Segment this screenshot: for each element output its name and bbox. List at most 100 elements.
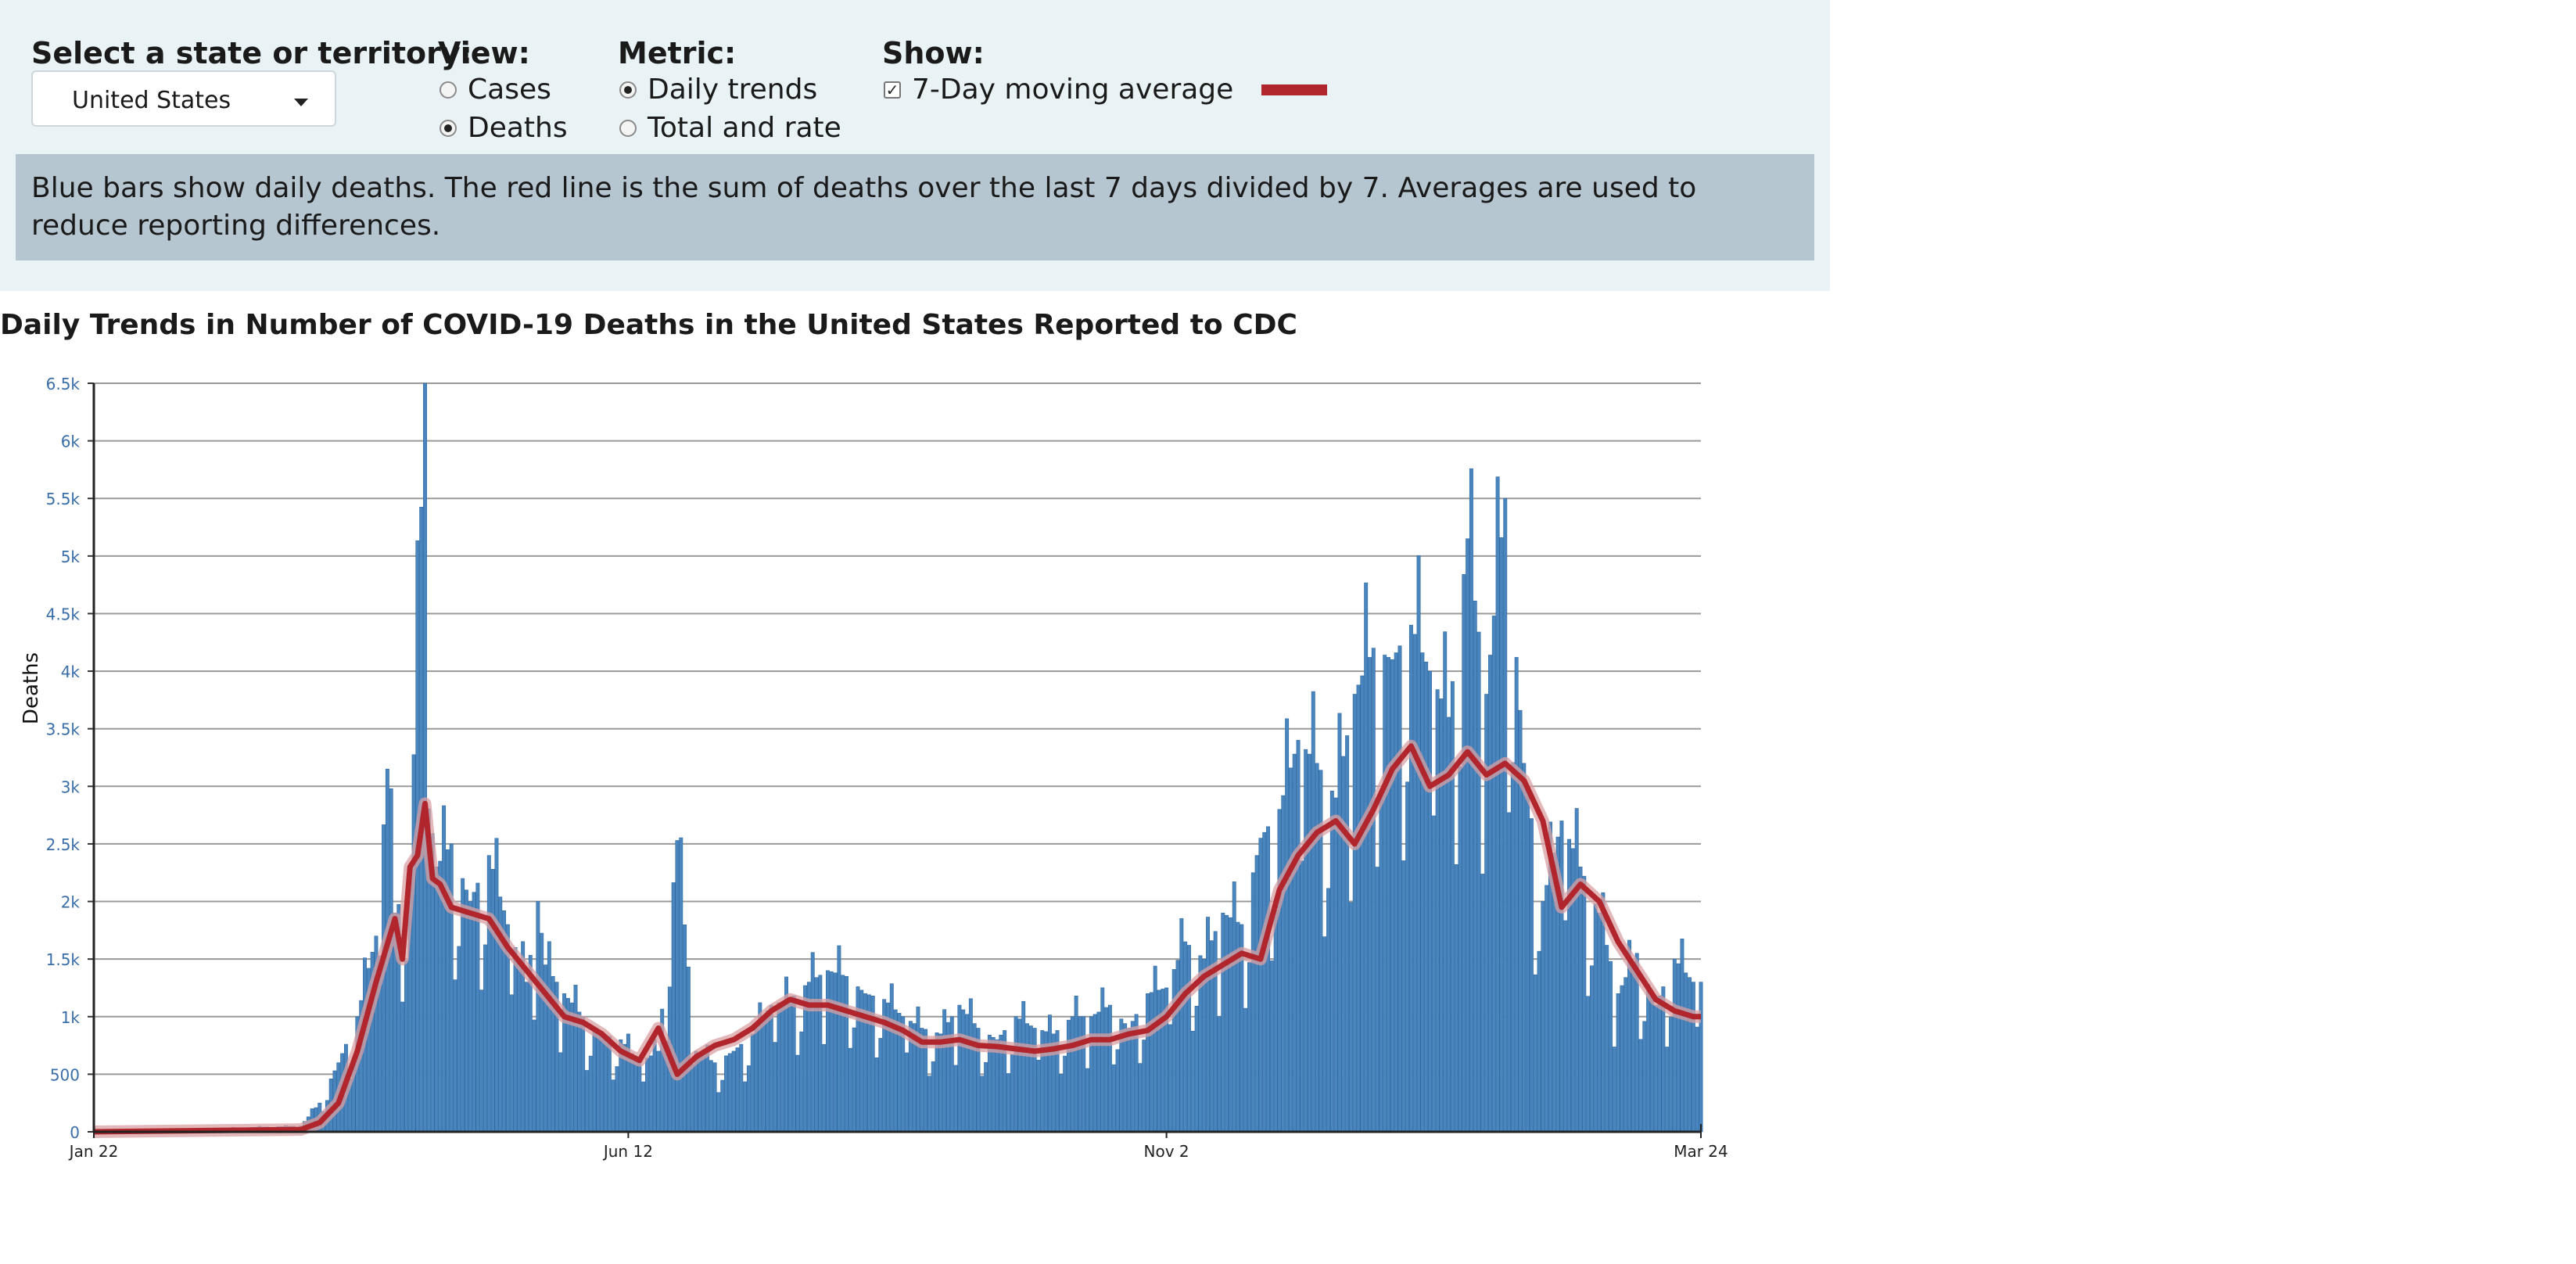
bar — [1092, 1014, 1097, 1133]
bar — [1533, 974, 1537, 1133]
bar — [1665, 1047, 1670, 1133]
bar — [457, 946, 461, 1133]
bar — [1620, 985, 1624, 1133]
bar — [1157, 989, 1161, 1133]
y-tick-label: 5.5k — [46, 490, 81, 508]
bar — [1017, 1018, 1022, 1133]
radio-cases[interactable] — [439, 81, 457, 99]
bar — [1258, 838, 1263, 1133]
bar — [490, 869, 495, 1133]
bar — [1277, 809, 1282, 1133]
bar — [536, 901, 540, 1133]
metric-option-total-label: Total and rate — [648, 112, 841, 144]
metric-option-total[interactable]: Total and rate — [619, 112, 841, 144]
bar — [845, 975, 849, 1133]
bar — [1021, 1000, 1026, 1133]
show-label: Show: — [882, 36, 985, 70]
bar — [1631, 961, 1635, 1133]
bar — [1657, 995, 1662, 1133]
bar — [720, 1079, 725, 1133]
bar — [754, 1028, 759, 1133]
bar — [1480, 874, 1485, 1133]
bar — [1589, 965, 1594, 1133]
bar — [686, 966, 691, 1133]
bar — [671, 882, 676, 1133]
bar — [818, 975, 823, 1133]
bar — [1074, 995, 1078, 1133]
bar — [1168, 1024, 1172, 1133]
bar — [1356, 684, 1361, 1133]
bar — [795, 1054, 800, 1133]
bar — [1469, 468, 1473, 1133]
bar — [1676, 963, 1681, 1133]
bar — [1036, 1059, 1041, 1133]
state-dropdown[interactable]: United States — [31, 70, 336, 127]
y-tick-label: 4k — [61, 663, 81, 681]
bar — [513, 947, 518, 1133]
bar — [1684, 972, 1688, 1133]
view-option-cases[interactable]: Cases — [439, 74, 551, 106]
bar — [961, 1009, 966, 1133]
bar — [1371, 648, 1376, 1133]
radio-total-rate[interactable] — [619, 119, 637, 137]
bar — [1545, 885, 1549, 1133]
bar — [1127, 1028, 1131, 1133]
bar — [1416, 555, 1421, 1133]
bar — [1522, 763, 1527, 1133]
bar — [1067, 1019, 1071, 1133]
bar — [1047, 1014, 1052, 1133]
bar — [1541, 901, 1545, 1133]
bar — [547, 941, 551, 1133]
bar — [810, 952, 815, 1133]
metric-option-daily[interactable]: Daily trends — [619, 74, 817, 106]
radio-daily-trends[interactable] — [619, 81, 637, 99]
bar — [479, 989, 484, 1133]
bar — [1646, 984, 1651, 1133]
bar — [577, 1011, 582, 1133]
checkbox-moving-average[interactable]: ✓ — [884, 81, 901, 99]
bar — [1217, 1016, 1222, 1133]
bar — [829, 971, 834, 1133]
bar — [1503, 497, 1508, 1133]
chart-description: Blue bars show daily deaths. The red lin… — [16, 154, 1814, 260]
bar — [584, 1070, 589, 1133]
bar — [1025, 1023, 1029, 1133]
bar — [1063, 1055, 1067, 1133]
state-dropdown-value: United States — [72, 87, 231, 114]
bar — [1405, 781, 1410, 1133]
bar — [698, 1053, 702, 1133]
bar — [1653, 1004, 1658, 1133]
bar — [1337, 713, 1342, 1133]
bar — [494, 838, 499, 1133]
bar — [438, 860, 443, 1133]
y-tick-label: 1k — [61, 1008, 81, 1027]
moving-average-toggle[interactable]: ✓ 7-Day moving average — [884, 74, 1328, 106]
view-option-deaths[interactable]: Deaths — [439, 112, 568, 144]
bar — [1142, 1040, 1146, 1133]
bar — [1107, 1004, 1112, 1133]
y-tick-label: 2k — [61, 893, 81, 912]
bar — [1348, 902, 1353, 1133]
bar — [400, 1001, 405, 1133]
bar — [773, 1042, 777, 1133]
bar — [1288, 767, 1293, 1133]
bar — [957, 1004, 962, 1133]
bar — [953, 1065, 958, 1133]
bar — [1078, 1016, 1082, 1133]
bar — [472, 892, 476, 1133]
bar — [927, 1075, 931, 1133]
bar — [889, 983, 894, 1133]
bar — [690, 1064, 694, 1133]
bar — [1462, 574, 1466, 1133]
bar — [1345, 735, 1350, 1133]
bar — [517, 958, 522, 1133]
bar — [423, 382, 427, 1133]
bar — [727, 1053, 732, 1133]
bar — [483, 944, 487, 1133]
deaths-chart: 0 500 1k 1.5k 2k 2.5k 3k 3.5k 4k 4.5k 5k 5.5k 6k 6.5k… — [20, 375, 1728, 1161]
bar — [683, 924, 687, 1133]
bar — [1491, 616, 1496, 1133]
radio-deaths[interactable] — [439, 119, 457, 137]
bar — [1510, 762, 1515, 1133]
bar — [1183, 941, 1188, 1133]
